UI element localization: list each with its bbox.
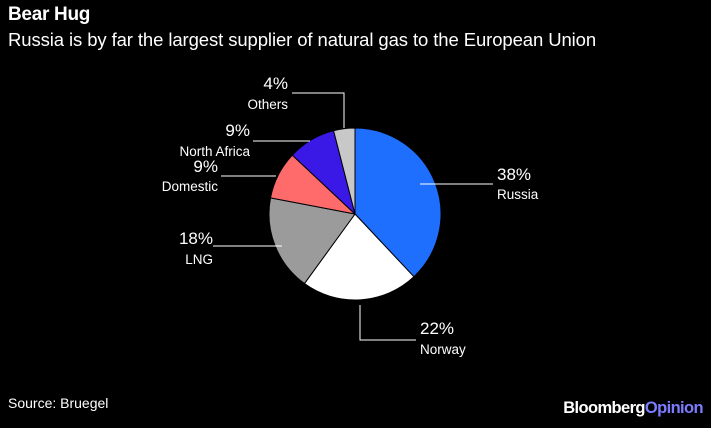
leader-line-others	[292, 92, 345, 128]
leader-line-norway	[359, 305, 416, 341]
pie-slices	[268, 127, 442, 301]
slice-labels: 38%Russia22%Norway18%LNG9%Domestic9%Nort…	[162, 74, 539, 357]
slice-label-lng: LNG	[185, 252, 213, 267]
pie-slice-norway	[303, 213, 415, 301]
chart-title: Bear Hug	[8, 4, 91, 25]
slice-label-norway: Norway	[420, 342, 466, 357]
source-note: Source: Bruegel	[8, 395, 109, 411]
slice-value-norway: 22%	[420, 319, 454, 338]
slice-label-north-africa: North Africa	[179, 144, 250, 159]
brand-logo: BloombergOpinion	[563, 399, 703, 418]
slice-value-others: 4%	[263, 74, 288, 93]
pie-slice-others	[333, 127, 356, 215]
chart-subtitle: Russia is by far the largest supplier of…	[8, 29, 597, 50]
pie-slice-russia	[354, 127, 442, 278]
slice-value-domestic: 9%	[193, 157, 218, 176]
brand-accent: Opinion	[644, 399, 704, 417]
slice-label-domestic: Domestic	[162, 179, 219, 194]
slice-label-russia: Russia	[497, 187, 539, 202]
slice-value-north-africa: 9%	[225, 121, 250, 140]
slice-value-russia: 38%	[497, 165, 531, 184]
leader-lines	[213, 92, 493, 341]
slice-value-lng: 18%	[179, 229, 213, 248]
brand-main: Bloomberg	[563, 399, 645, 417]
slice-label-others: Others	[247, 97, 288, 112]
